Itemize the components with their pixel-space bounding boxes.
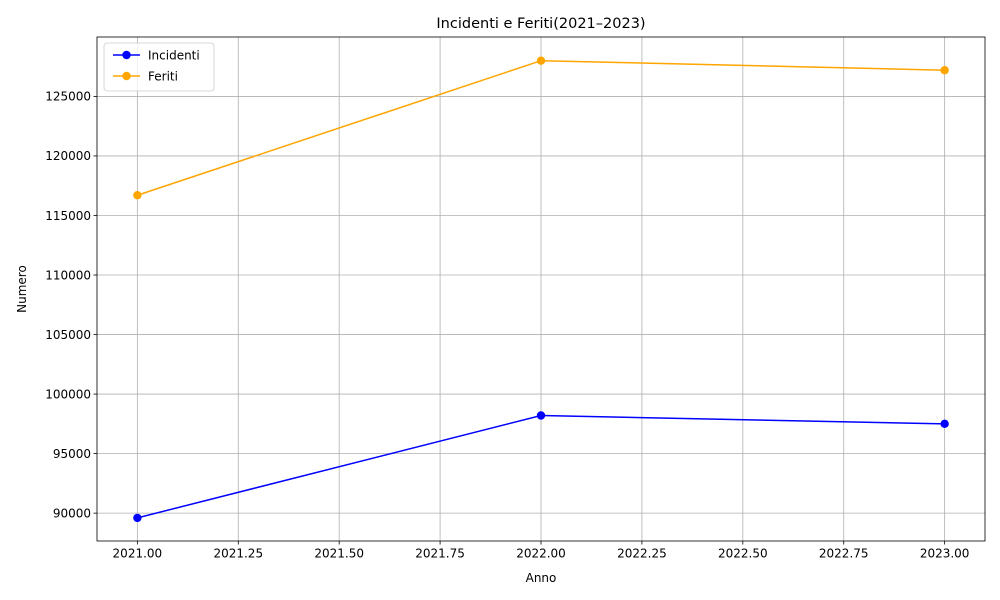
- y-tick-label: 125000: [45, 90, 91, 104]
- x-tick-label: 2023.00: [920, 547, 970, 561]
- data-point-incidenti: [133, 513, 142, 523]
- data-point-feriti: [133, 191, 142, 200]
- x-axis-label: Anno: [526, 571, 557, 585]
- y-tick-label: 95000: [53, 447, 91, 461]
- data-point-feriti: [536, 56, 546, 65]
- x-tick-label: 2021.25: [213, 547, 263, 561]
- legend-label: Incidenti: [148, 48, 200, 62]
- y-tick-label: 105000: [45, 328, 91, 342]
- x-tick-label: 2022.75: [819, 547, 869, 561]
- legend: Incidenti Feriti: [103, 42, 215, 92]
- x-axis-ticks: 2021.00 2021.25 2021.50 2021.75 2022.00 2022.…: [113, 541, 970, 561]
- x-tick-label: 2021.75: [415, 547, 465, 561]
- y-axis-ticks: 90000 95000 100000 105000 110000 115000 120000…: [45, 90, 97, 520]
- x-tick-label: 2021.00: [113, 547, 163, 561]
- y-tick-label: 100000: [45, 387, 91, 401]
- grid: [97, 37, 985, 541]
- y-tick-label: 115000: [45, 209, 91, 223]
- chart-title: Incidenti e Feriti(2021–2023): [436, 16, 645, 32]
- series-layer: [133, 56, 949, 523]
- legend-marker: [122, 71, 131, 81]
- legend-label: Feriti: [148, 69, 178, 83]
- x-tick-label: 2021.50: [314, 547, 364, 561]
- legend-marker: [122, 50, 131, 60]
- y-tick-label: 110000: [45, 268, 91, 282]
- data-point-feriti: [940, 66, 949, 75]
- data-point-incidenti: [536, 411, 546, 420]
- y-axis-label: Numero: [15, 265, 29, 313]
- x-tick-label: 2022.00: [516, 547, 566, 561]
- data-point-incidenti: [940, 419, 949, 429]
- x-tick-label: 2022.50: [718, 547, 768, 561]
- x-tick-label: 2022.25: [617, 547, 667, 561]
- y-tick-label: 120000: [45, 149, 91, 163]
- y-tick-label: 90000: [53, 506, 91, 520]
